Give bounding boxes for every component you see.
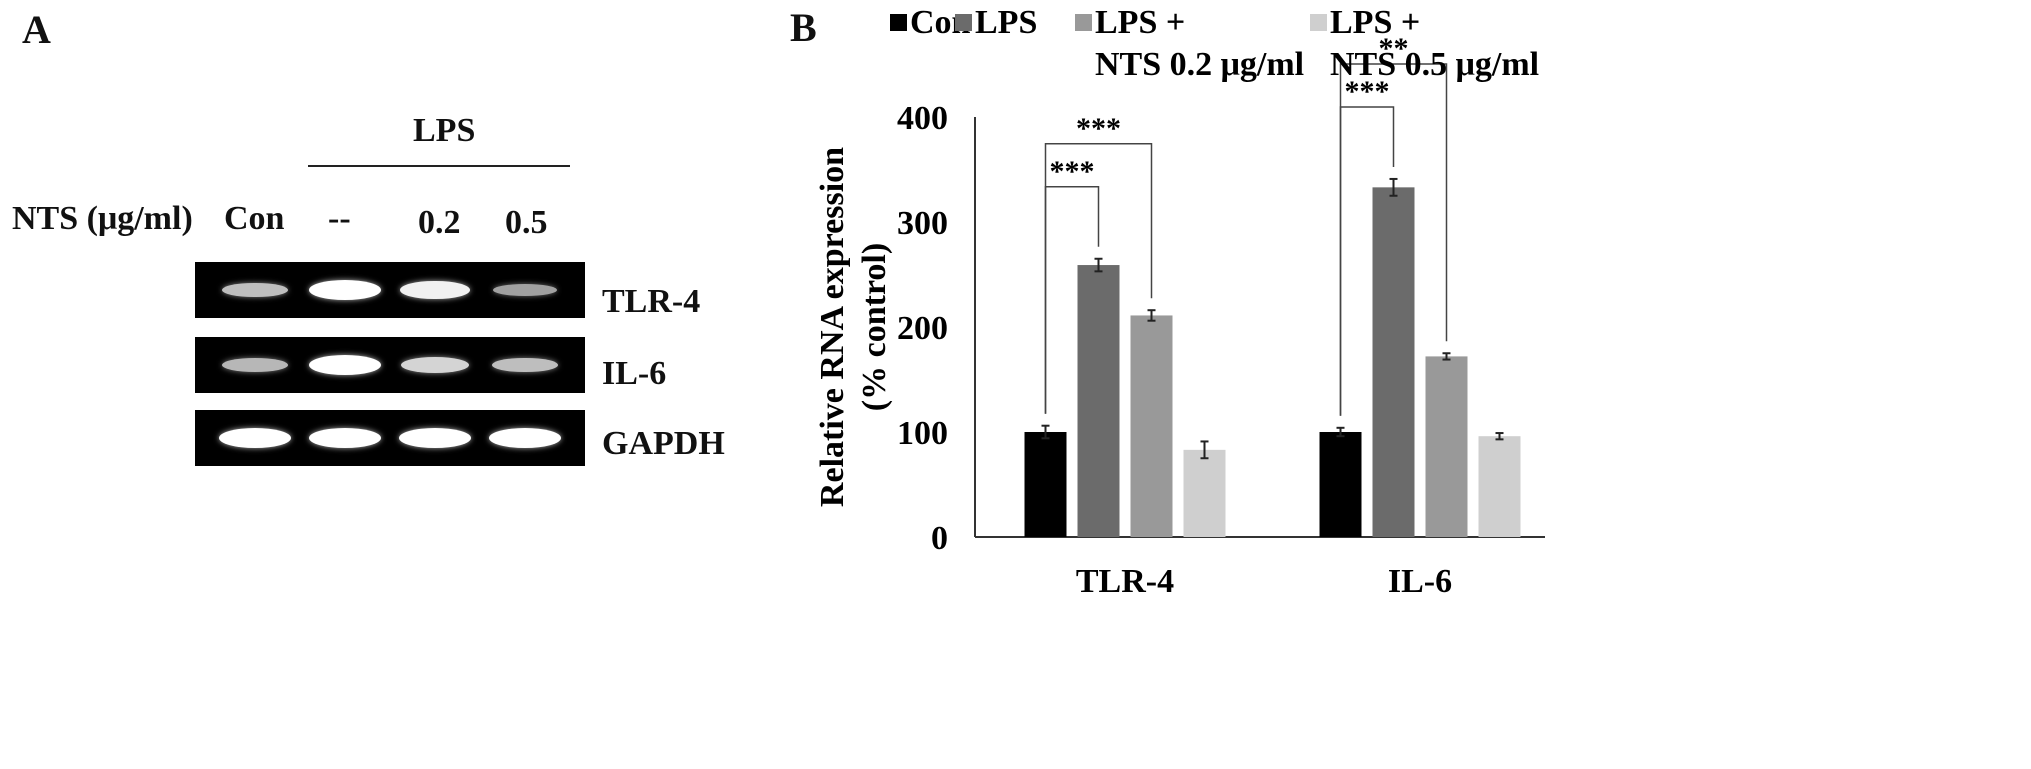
gel-band (489, 428, 561, 448)
y-tick-label: 200 (897, 310, 948, 347)
legend-label: LPS (975, 4, 1037, 41)
bar (1319, 432, 1362, 537)
legend-swatch (1075, 14, 1092, 31)
x-tick-label: IL-6 (1388, 563, 1452, 600)
gel-band (222, 358, 288, 372)
gel-band (399, 428, 471, 448)
significance-stars: *** (1076, 112, 1121, 145)
bar (1130, 315, 1173, 537)
panel-b-letter: B (790, 5, 817, 50)
y-tick-label: 400 (897, 100, 948, 137)
bar (1024, 432, 1067, 537)
y-tick-label: 100 (897, 415, 948, 452)
y-tick-label: 0 (931, 520, 948, 557)
legend-label: NTS 0.2 μg/ml (1095, 46, 1304, 83)
lane-label-lps: -- (328, 200, 351, 237)
y-axis-label: (% control) (856, 243, 893, 411)
legend-swatch (890, 14, 907, 31)
lps-bracket-line (308, 165, 570, 167)
significance-bracket (1044, 143, 1153, 414)
legend-label: NTS 0.5 μg/ml (1330, 46, 1539, 83)
significance-stars: ** (1379, 32, 1409, 65)
gel-band (400, 356, 470, 374)
gel-band (309, 428, 381, 448)
panel-a-letter: A (22, 7, 51, 52)
nts-label: NTS (μg/ml) (12, 200, 193, 237)
gel-band (309, 355, 381, 375)
gel-band (221, 282, 289, 298)
gel-label-il6: IL-6 (602, 355, 667, 392)
bar (1372, 187, 1415, 537)
y-axis-label: Relative RNA expression (814, 147, 851, 507)
x-tick-label: TLR-4 (1076, 563, 1174, 600)
gel-band (399, 280, 471, 300)
gel-label-gapdh: GAPDH (602, 425, 725, 462)
lane-label-con: Con (224, 200, 285, 237)
significance-stars: *** (1345, 75, 1390, 108)
significance-stars: *** (1050, 155, 1095, 188)
gel-label-tlr4: TLR-4 (602, 283, 701, 320)
y-tick-label: 300 (897, 205, 948, 242)
lane-label-0-5: 0.5 (505, 204, 548, 241)
legend-swatch (955, 14, 972, 31)
legend-label: LPS + (1330, 4, 1420, 41)
legend-swatch (1310, 14, 1327, 31)
gel-band (309, 280, 381, 300)
gel-band (219, 428, 291, 448)
lane-label-0-2: 0.2 (418, 204, 461, 241)
legend-label: LPS + (1095, 4, 1185, 41)
gel-band (491, 357, 559, 373)
bar (1183, 449, 1226, 537)
significance-bracket (1339, 63, 1448, 416)
lps-header: LPS (413, 112, 476, 149)
bar (1425, 356, 1468, 537)
bar (1478, 436, 1521, 537)
bar (1077, 265, 1120, 537)
gel-band (492, 283, 558, 297)
